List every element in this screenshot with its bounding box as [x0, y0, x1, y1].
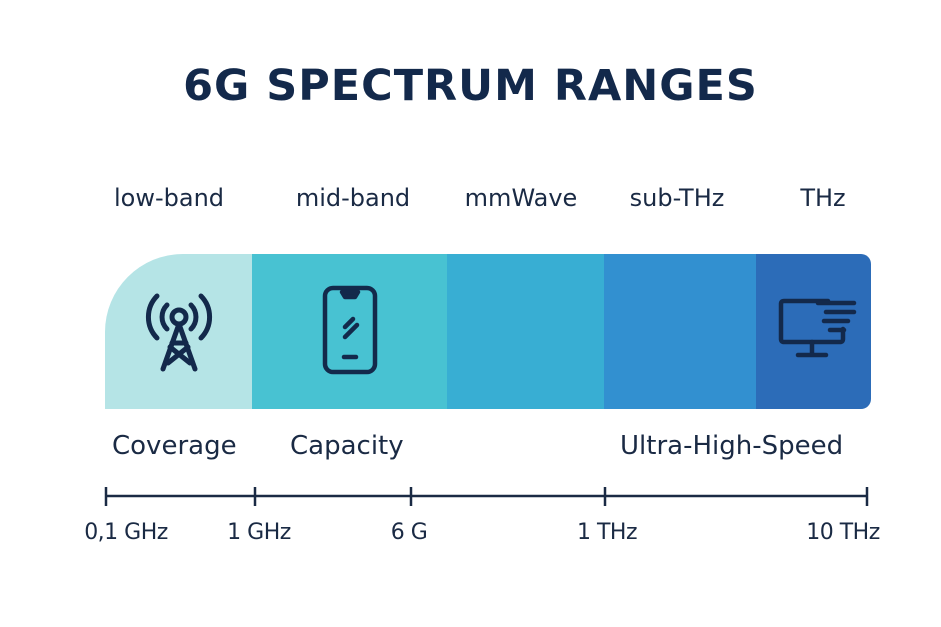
axis-tick-label-1: 1 GHz — [227, 520, 291, 545]
axis-tick-label-4: 10 THz — [806, 520, 880, 545]
axis-tick-label-2: 6 G — [390, 520, 428, 545]
band-label-mid-band: mid-band — [295, 184, 411, 212]
band-label-thz: THz — [800, 184, 846, 212]
smartphone-icon — [322, 285, 378, 379]
diagram-title: 6G SPECTRUM RANGES — [183, 61, 758, 111]
use-case-capacity: Capacity — [290, 431, 404, 461]
band-segment-mid-band — [252, 254, 447, 409]
band-label-mmwave: mmWave — [464, 184, 578, 212]
axis-tick-label-0: 0,1 GHz — [84, 520, 168, 545]
band-segment-mmwave — [447, 254, 604, 409]
band-label-sub-thz: sub-THz — [629, 184, 725, 212]
axis-tick-label-3: 1 THz — [576, 520, 638, 545]
band-label-low-band: low-band — [113, 184, 225, 212]
use-case-ultra-high-speed: Ultra-High-Speed — [620, 431, 844, 461]
use-case-coverage: Coverage — [112, 431, 237, 461]
frequency-axis — [104, 487, 869, 506]
cell-tower-icon — [141, 287, 217, 377]
band-segment-low-band — [105, 254, 252, 409]
monitor-icon — [778, 295, 858, 369]
band-segment-thz — [756, 254, 871, 409]
band-segment-sub-thz — [604, 254, 756, 409]
spectrum-bar — [105, 254, 871, 409]
